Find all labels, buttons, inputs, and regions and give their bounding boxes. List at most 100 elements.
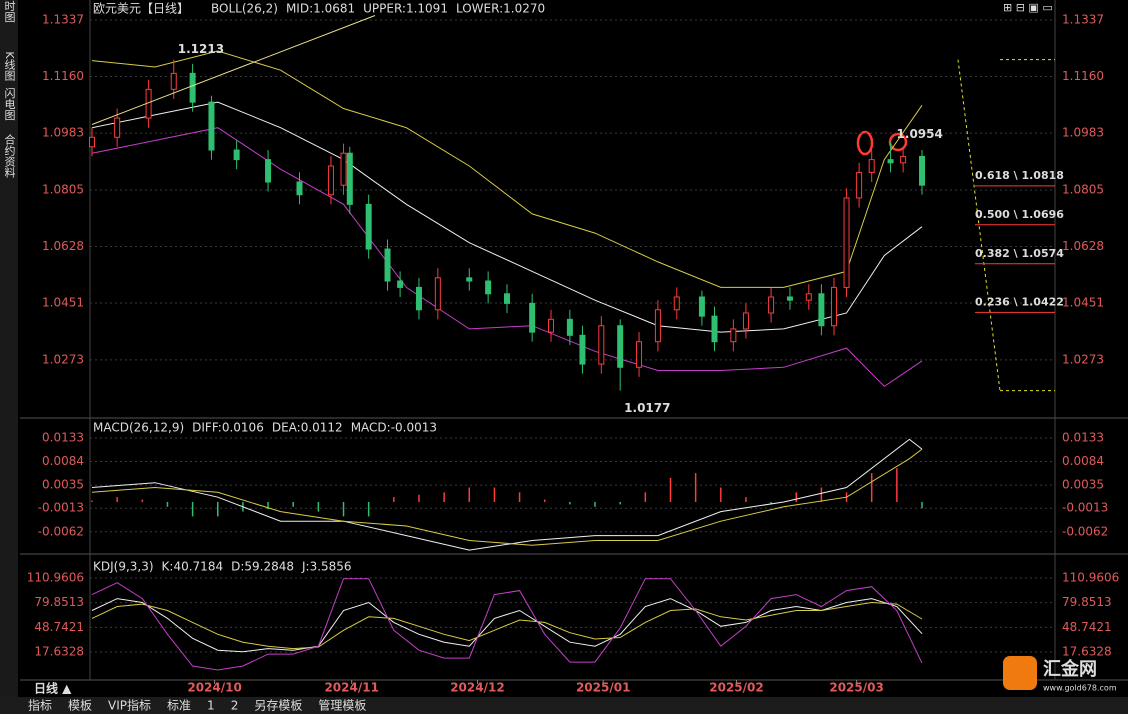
high-annotation: 1.0954 (897, 127, 943, 141)
candle-body (830, 286, 837, 327)
candle-body (856, 171, 863, 199)
y-tick-label-right: 0.0035 (1062, 478, 1104, 492)
legend-entry: UPPER:1.1091 (363, 2, 448, 16)
sidebar-tab[interactable]: 分时图 (3, 0, 16, 23)
y-tick-label-right: 79.8513 (1062, 595, 1112, 609)
y-tick-label: 1.0273 (42, 352, 84, 366)
y-tick-label: 1.1160 (42, 69, 84, 83)
sidebar (0, 0, 18, 714)
y-tick-label-right: 1.1160 (1062, 69, 1104, 83)
y-tick-label: 17.6328 (34, 645, 84, 659)
y-tick-label: 1.1337 (42, 13, 84, 27)
y-tick-label-right: -0.0013 (1062, 501, 1108, 515)
candle-body (900, 155, 907, 164)
candle-body (673, 296, 680, 311)
candle-body (818, 293, 825, 327)
candle-body (566, 318, 573, 336)
high-annotation: 1.1213 (178, 42, 224, 56)
y-tick-label-right: 0.0133 (1062, 430, 1104, 444)
candle-body (711, 315, 718, 343)
y-tick-label: 48.7421 (34, 620, 84, 634)
candle-body (598, 325, 605, 365)
sidebar-tab[interactable]: K线图 (3, 51, 16, 81)
y-tick-label-right: 1.0805 (1062, 182, 1104, 196)
highlight-circle (856, 130, 874, 156)
candle-body (485, 280, 492, 295)
sidebar-tab[interactable]: 合约资料 (3, 133, 16, 179)
y-tick-label: 1.0451 (42, 296, 84, 310)
period-selector[interactable]: 日线 ▲ (34, 681, 72, 696)
logo-icon (1003, 656, 1037, 690)
x-tick-label: 2025/02 (709, 681, 763, 695)
y-tick-label-right: 1.0983 (1062, 126, 1104, 140)
logo-text: 汇金网 (1043, 658, 1097, 680)
candle-body (346, 152, 353, 205)
y-tick-label-right: 0.0084 (1062, 454, 1104, 468)
footer-tab[interactable]: VIP指标 (108, 698, 151, 713)
candle-body (786, 296, 793, 301)
candle-body (114, 117, 121, 138)
candle-body (189, 72, 196, 103)
fib-label: 0.382 \ 1.0574 (975, 247, 1064, 260)
footer-tab[interactable]: 管理模板 (318, 698, 366, 713)
y-tick-label: 0.0133 (42, 430, 84, 444)
footer-tab[interactable]: 1 (207, 699, 215, 713)
candle-body (579, 334, 586, 365)
candle-body (340, 152, 347, 186)
footer-tab[interactable]: 标准 (167, 699, 191, 713)
panel-title: 欧元美元【日线】 (93, 2, 189, 16)
boll-line (91, 50, 923, 288)
candle-body (397, 280, 404, 288)
candle-body (768, 296, 775, 314)
candle-body (919, 155, 925, 186)
candle-body (265, 159, 272, 183)
footer-tab[interactable]: 指标 (28, 698, 52, 713)
y-tick-label-right: 17.6328 (1062, 645, 1112, 659)
candle-body (327, 165, 334, 196)
footer-tab[interactable]: 2 (231, 699, 239, 713)
y-tick-label: 0.0084 (42, 454, 84, 468)
macd-line (91, 448, 923, 546)
candle-body (636, 341, 643, 368)
candle-body (654, 309, 661, 343)
macd-line (91, 438, 923, 551)
y-tick-label-right: 1.1337 (1062, 13, 1104, 27)
y-tick-label: 0.0035 (42, 478, 84, 492)
y-tick-label: -0.0013 (38, 501, 84, 515)
candle-body (384, 248, 391, 282)
candle-body (529, 302, 536, 333)
panel-title: KDJ(9,3,3) (93, 560, 154, 574)
x-tick-label: 2024/10 (187, 681, 241, 695)
kdj-line (91, 601, 923, 650)
candle-body (742, 312, 749, 330)
legend-entry: MACD:-0.0013 (351, 421, 437, 435)
footer-tab[interactable]: 模板 (68, 699, 92, 713)
candle-body (548, 318, 555, 333)
footer-tab[interactable]: 另存模板 (254, 699, 302, 713)
x-tick-label: 2024/12 (450, 681, 504, 695)
panel-title: MACD(26,12,9) (93, 421, 184, 435)
x-tick-label: 2024/11 (324, 681, 378, 695)
fib-label: 0.618 \ 1.0818 (975, 169, 1064, 182)
candle-body (434, 277, 441, 311)
candle-body (415, 286, 422, 311)
sidebar-tab[interactable]: 闪电图 (3, 86, 16, 121)
boll-line (91, 101, 923, 333)
legend-entry: J:3.5856 (301, 560, 352, 574)
candle-body (296, 181, 303, 196)
y-tick-label-right: 110.9606 (1062, 570, 1119, 584)
trend-line (91, 15, 376, 125)
candle-body (89, 136, 95, 148)
legend-entry: K:40.7184 (162, 560, 224, 574)
y-tick-label: 1.0805 (42, 182, 84, 196)
candle-body (466, 277, 473, 282)
fib-diagonal (957, 59, 1001, 391)
candle-body (170, 72, 177, 90)
logo-site: www.gold678.com (1043, 684, 1117, 693)
tab-bar (0, 697, 1128, 714)
window-controls[interactable]: ⊞ ⊟ ▣ ▭ (1003, 1, 1053, 14)
legend-entry: DIFF:0.0106 (192, 421, 264, 435)
low-annotation: 1.0177 (624, 401, 670, 415)
